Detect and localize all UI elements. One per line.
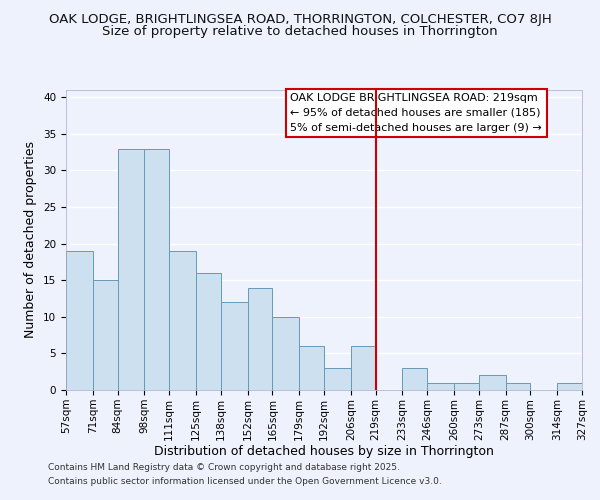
Bar — [557, 382, 582, 390]
Bar — [324, 368, 351, 390]
Bar — [427, 382, 454, 390]
Bar — [221, 302, 248, 390]
Bar — [351, 346, 376, 390]
Bar — [299, 346, 324, 390]
Bar — [93, 280, 118, 390]
Text: OAK LODGE, BRIGHTLINGSEA ROAD, THORRINGTON, COLCHESTER, CO7 8JH: OAK LODGE, BRIGHTLINGSEA ROAD, THORRINGT… — [49, 12, 551, 26]
Bar — [506, 382, 530, 390]
Y-axis label: Number of detached properties: Number of detached properties — [25, 142, 37, 338]
Text: OAK LODGE BRIGHTLINGSEA ROAD: 219sqm
← 95% of detached houses are smaller (185)
: OAK LODGE BRIGHTLINGSEA ROAD: 219sqm ← 9… — [290, 93, 542, 132]
Bar — [272, 317, 299, 390]
Bar — [248, 288, 272, 390]
Bar — [169, 251, 196, 390]
Text: Contains HM Land Registry data © Crown copyright and database right 2025.: Contains HM Land Registry data © Crown c… — [48, 464, 400, 472]
Text: Size of property relative to detached houses in Thorrington: Size of property relative to detached ho… — [102, 25, 498, 38]
Text: Contains public sector information licensed under the Open Government Licence v3: Contains public sector information licen… — [48, 477, 442, 486]
Bar — [454, 382, 479, 390]
Bar — [118, 148, 145, 390]
X-axis label: Distribution of detached houses by size in Thorrington: Distribution of detached houses by size … — [154, 446, 494, 458]
Bar — [196, 273, 221, 390]
Bar — [145, 148, 169, 390]
Bar — [403, 368, 427, 390]
Bar — [66, 251, 93, 390]
Bar — [479, 376, 506, 390]
